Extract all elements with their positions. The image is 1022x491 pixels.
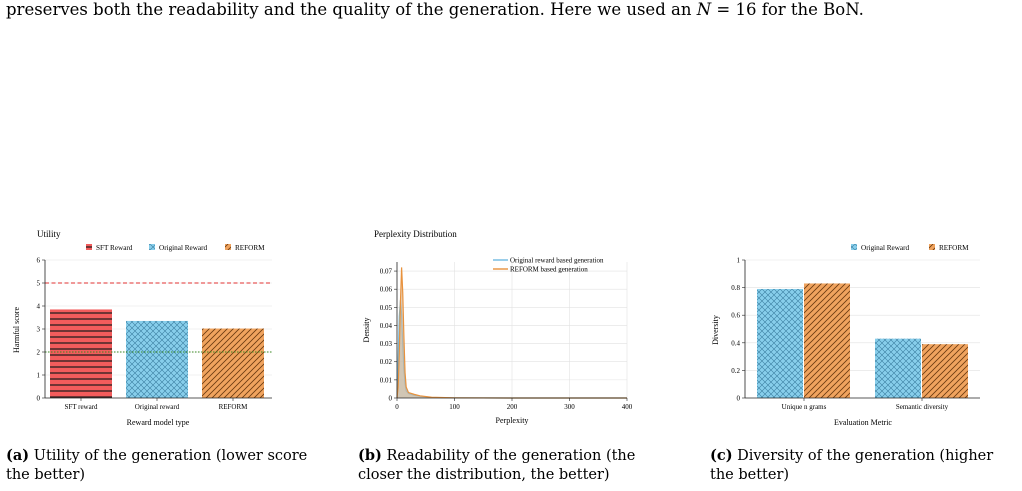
perplexity-xtick-label: 0 [395,403,399,411]
perplexity-xlabel: Perplexity [496,416,529,425]
caption-a-line1: Utility of the generation (lower score [29,448,308,464]
perplexity-ylabel: Density [362,318,371,343]
utility-bar [50,309,112,398]
utility-bar [202,328,264,398]
legend-swatch-reform-diversity [929,244,935,250]
diversity-xlabel: Evaluation Metric [834,418,892,427]
diversity-ytick-label: 0.8 [731,284,740,292]
diversity-ytick-label: 0 [737,395,741,403]
perplexity-ytick-label: 0.03 [380,340,393,348]
perplexity-ytick-label: 0 [389,395,393,403]
diversity-bar [757,288,803,398]
caption-a-label: (a) [6,447,30,464]
legend-label-reform: REFORM [235,244,265,252]
utility-legend: SFT Reward Original Reward REFORM [86,244,265,252]
perplexity-chart: Perplexity Distribution Original reward … [362,229,633,425]
caption-c-label: (c) [710,447,733,464]
intro-paragraph: preserves both the readability and the q… [6,0,864,19]
caption-a-line2: the better) [6,467,86,483]
intro-text-after: = 16 for the BoN. [711,0,864,19]
diversity-xtick-label: Unique n grams [782,403,827,411]
legend-label-original: Original Reward [159,244,208,252]
perplexity-chart-panel: Perplexity Distribution Original reward … [345,220,665,440]
perplexity-legend: Original reward based generation REFORM … [493,257,604,274]
perplexity-xtick-label: 300 [564,403,575,411]
diversity-bar [804,283,850,398]
legend-swatch-reform [225,244,231,250]
legend-label-original-reward: Original Reward [861,244,910,252]
utility-title: Utility [37,229,61,239]
perplexity-title: Perplexity Distribution [374,229,457,239]
caption-b-label: (b) [358,447,382,464]
utility-ytick-label: 0 [37,395,41,403]
utility-ylabel: Harmful score [12,307,21,353]
perplexity-density-reform-line [396,267,627,399]
legend-label-sft: SFT Reward [96,244,133,252]
perplexity-ytick-label: 0.01 [380,376,393,384]
diversity-legend: Original Reward REFORM [851,244,969,252]
utility-ytick-label: 2 [37,349,41,357]
legend-swatch-original [149,244,155,250]
utility-chart: Utility SFT Reward Original Reward REFOR… [12,229,272,427]
utility-xtick-label: SFT reward [64,403,98,411]
diversity-chart-panel: Original Reward REFORM 0 0.2 0.4 0.6 0.8 1 Un… [705,220,1022,440]
perplexity-xtick-label: 100 [449,403,460,411]
caption-c: (c) Diversity of the generation (higher … [710,446,1022,485]
diversity-ylabel: Diversity [711,315,720,345]
utility-bar [126,320,188,398]
diversity-ytick-label: 0.4 [731,339,740,347]
diversity-ytick-label: 0.2 [731,367,740,375]
perplexity-ytick-label: 0.05 [380,304,393,312]
diversity-ytick-label: 0.6 [731,312,740,320]
utility-ytick-label: 6 [37,257,41,265]
perplexity-xtick-label: 400 [622,403,633,411]
caption-b-line1: Readability of the generation (the [381,448,636,464]
legend-label-original-generation: Original reward based generation [510,257,604,265]
diversity-bar [922,344,968,398]
perplexity-ytick-label: 0.02 [380,358,393,366]
diversity-chart: Original Reward REFORM 0 0.2 0.4 0.6 0.8 1 Un… [711,244,980,427]
diversity-bar [875,338,921,398]
caption-b-line2: closer the distribution, the better) [358,467,610,483]
intro-text-before: preserves both the readability and the q… [6,0,697,19]
utility-ytick-label: 4 [37,303,41,311]
utility-xtick-label: REFORM [219,403,249,411]
intro-variable: N [696,0,712,19]
legend-label-reform-diversity: REFORM [939,244,969,252]
diversity-xtick-label: Semantic diversity [896,403,949,411]
legend-label-reform-generation: REFORM based generation [510,266,588,274]
caption-a: (a) Utility of the generation (lower sco… [6,446,326,485]
perplexity-ytick-label: 0.07 [380,268,393,276]
caption-b: (b) Readability of the generation (the c… [358,446,678,485]
diversity-ytick-label: 1 [737,257,741,265]
utility-xtick-label: Original reward [135,403,180,411]
utility-chart-panel: Utility SFT Reward Original Reward REFOR… [0,220,300,440]
caption-c-line1: Diversity of the generation (higher [732,448,994,464]
utility-xlabel: Reward model type [127,418,190,427]
perplexity-ytick-label: 0.06 [380,286,393,294]
legend-swatch-original-reward [851,244,857,250]
utility-ytick-label: 3 [37,326,41,334]
perplexity-xtick-label: 200 [507,403,518,411]
utility-ytick-label: 5 [37,280,41,288]
caption-c-line2: the better) [710,467,790,483]
legend-swatch-sft [86,244,92,250]
perplexity-ytick-label: 0.04 [380,322,393,330]
utility-ytick-label: 1 [37,372,41,380]
